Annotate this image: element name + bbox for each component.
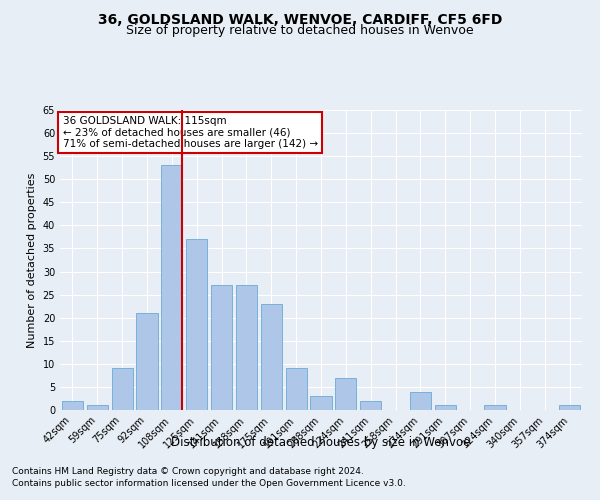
Bar (435, 406, 456, 410)
Bar (211, 286, 232, 410)
Bar (186, 239, 207, 410)
Text: Contains public sector information licensed under the Open Government Licence v3: Contains public sector information licen… (12, 478, 406, 488)
Bar (161, 166, 182, 410)
Bar (335, 378, 356, 410)
Bar (261, 304, 282, 410)
Bar (112, 368, 133, 410)
Bar (136, 313, 158, 410)
Text: 36 GOLDSLAND WALK: 115sqm
← 23% of detached houses are smaller (46)
71% of semi-: 36 GOLDSLAND WALK: 115sqm ← 23% of detac… (62, 116, 318, 149)
Text: Contains HM Land Registry data © Crown copyright and database right 2024.: Contains HM Land Registry data © Crown c… (12, 467, 364, 476)
Bar (236, 286, 257, 410)
Y-axis label: Number of detached properties: Number of detached properties (27, 172, 37, 348)
Bar (410, 392, 431, 410)
Bar (62, 401, 83, 410)
Bar (559, 406, 580, 410)
Bar (310, 396, 332, 410)
Bar (360, 401, 381, 410)
Bar (286, 368, 307, 410)
Text: Distribution of detached houses by size in Wenvoe: Distribution of detached houses by size … (172, 436, 470, 449)
Text: 36, GOLDSLAND WALK, WENVOE, CARDIFF, CF5 6FD: 36, GOLDSLAND WALK, WENVOE, CARDIFF, CF5… (98, 12, 502, 26)
Bar (87, 406, 108, 410)
Text: Size of property relative to detached houses in Wenvoe: Size of property relative to detached ho… (126, 24, 474, 37)
Bar (484, 406, 506, 410)
